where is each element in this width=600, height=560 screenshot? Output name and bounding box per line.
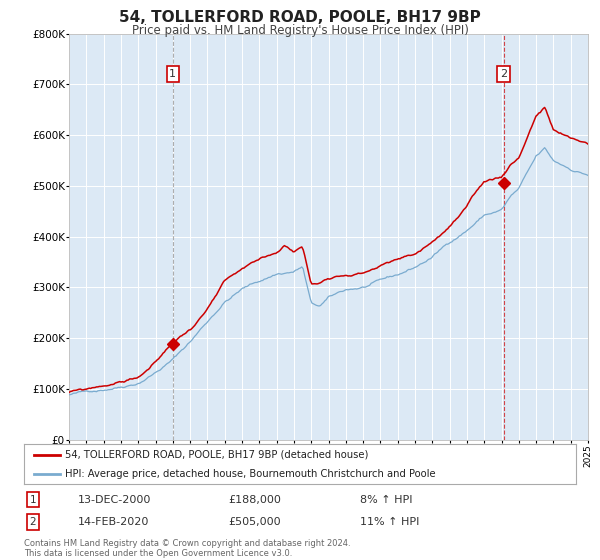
Text: 2: 2 (500, 69, 507, 79)
Text: 54, TOLLERFORD ROAD, POOLE, BH17 9BP (detached house): 54, TOLLERFORD ROAD, POOLE, BH17 9BP (de… (65, 450, 369, 460)
Text: 1: 1 (169, 69, 176, 79)
Text: 2: 2 (29, 517, 37, 527)
Text: 1: 1 (29, 494, 37, 505)
Text: 14-FEB-2020: 14-FEB-2020 (78, 517, 149, 527)
Text: Price paid vs. HM Land Registry's House Price Index (HPI): Price paid vs. HM Land Registry's House … (131, 24, 469, 37)
Text: 13-DEC-2000: 13-DEC-2000 (78, 494, 151, 505)
Text: £505,000: £505,000 (228, 517, 281, 527)
Text: £188,000: £188,000 (228, 494, 281, 505)
Text: Contains HM Land Registry data © Crown copyright and database right 2024.
This d: Contains HM Land Registry data © Crown c… (24, 539, 350, 558)
Text: HPI: Average price, detached house, Bournemouth Christchurch and Poole: HPI: Average price, detached house, Bour… (65, 469, 436, 479)
Text: 8% ↑ HPI: 8% ↑ HPI (360, 494, 413, 505)
Text: 11% ↑ HPI: 11% ↑ HPI (360, 517, 419, 527)
Text: 54, TOLLERFORD ROAD, POOLE, BH17 9BP: 54, TOLLERFORD ROAD, POOLE, BH17 9BP (119, 10, 481, 25)
